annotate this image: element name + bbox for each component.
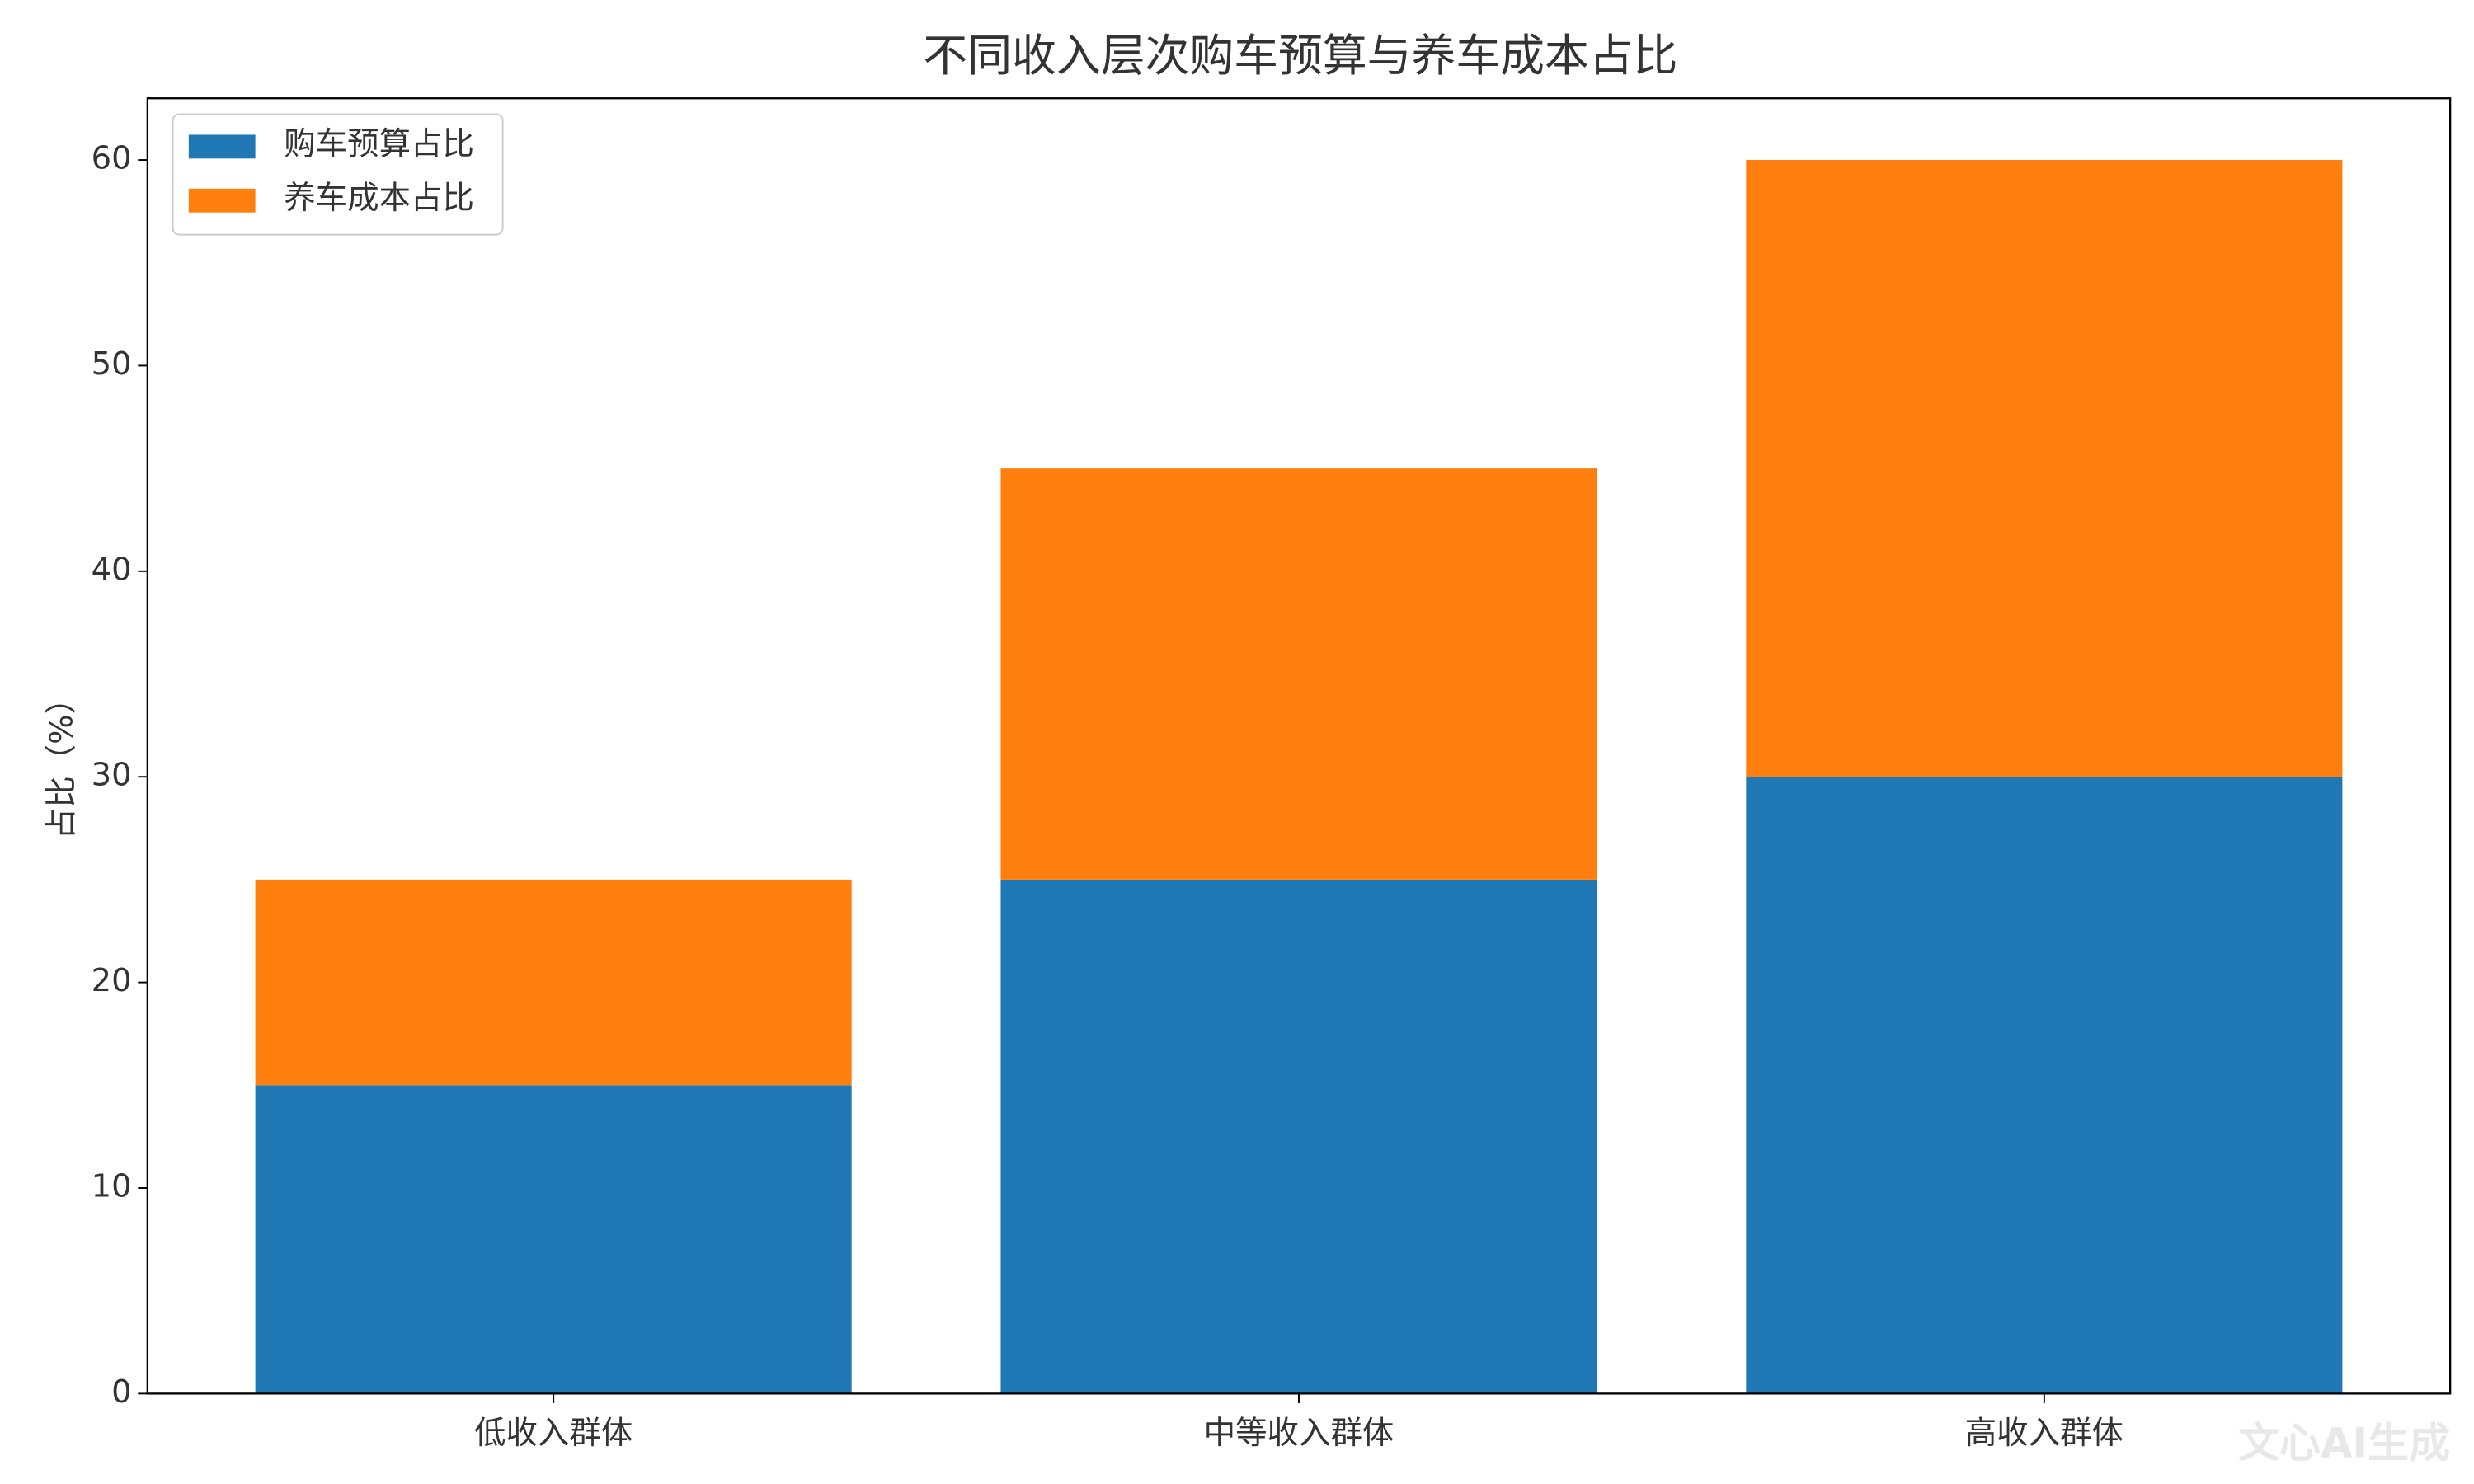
bar-segment bbox=[1000, 468, 1597, 880]
y-tick-label: 10 bbox=[92, 1167, 132, 1205]
y-tick-label: 30 bbox=[92, 757, 132, 794]
y-tick-label: 60 bbox=[92, 140, 132, 177]
bar-segment bbox=[1000, 879, 1597, 1394]
plot-frame bbox=[146, 97, 2452, 1395]
legend-label: 购车预算占比 bbox=[284, 125, 474, 162]
x-tick-label: 高收入群体 bbox=[1965, 1415, 2124, 1452]
bar-segment bbox=[255, 1085, 852, 1394]
x-tick-label: 低收入群体 bbox=[474, 1415, 633, 1452]
legend-swatch bbox=[188, 188, 256, 213]
y-tick-label: 0 bbox=[111, 1374, 131, 1411]
bar-segment bbox=[1746, 777, 2343, 1394]
watermark: 文心AI生成 bbox=[2238, 1419, 2450, 1467]
chart-title: 不同收入层次购车预算与养车成本占比 bbox=[923, 30, 1677, 82]
y-tick-label: 20 bbox=[92, 962, 132, 999]
legend-swatch bbox=[188, 134, 256, 159]
y-tick-label: 40 bbox=[92, 551, 132, 588]
bar-segment bbox=[1746, 160, 2343, 777]
legend-label: 养车成本占比 bbox=[284, 180, 474, 217]
bar-segment bbox=[255, 879, 852, 1086]
x-tick-label: 中等收入群体 bbox=[1204, 1415, 1395, 1452]
y-axis-label: 占比（%） bbox=[43, 683, 80, 839]
y-tick-label: 50 bbox=[92, 345, 132, 383]
